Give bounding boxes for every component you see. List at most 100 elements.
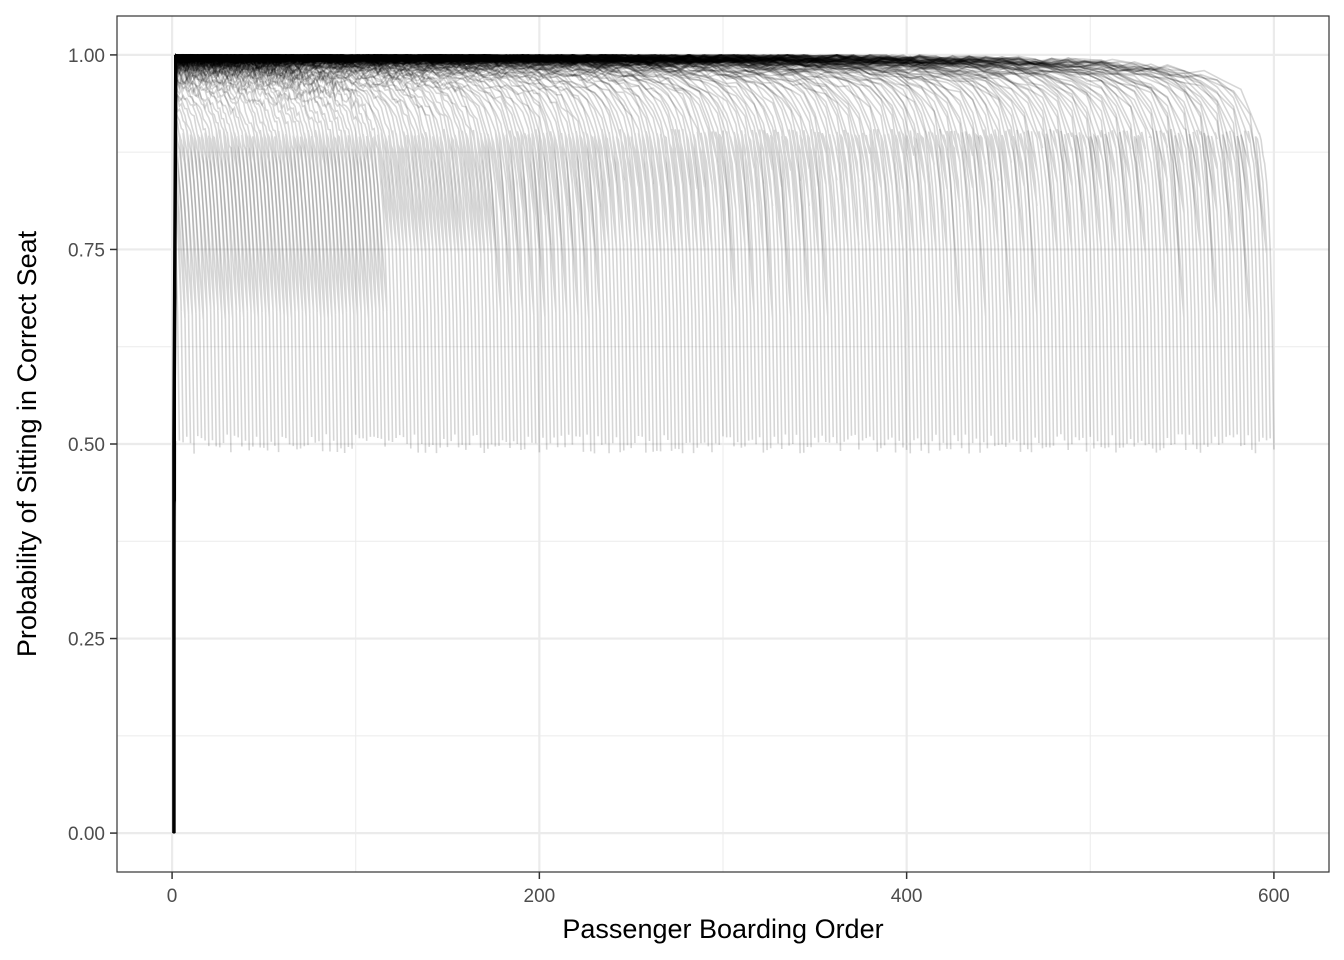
curve-n-222 — [173, 53, 581, 834]
curve-n-338 — [173, 53, 794, 834]
curve-n-148 — [173, 54, 445, 834]
x-tick-label: 400 — [891, 886, 923, 907]
curve-n-128 — [173, 56, 408, 834]
curve-n-582 — [173, 54, 1242, 834]
curve-n-316 — [173, 53, 754, 834]
major-gridlines — [117, 16, 1329, 872]
y-axis-ticks: 0.00 0.25 0.50 0.75 1.00 — [68, 46, 117, 845]
curve-n-248 — [173, 54, 629, 834]
curve-n-418 — [173, 53, 941, 834]
curve-n-108 — [173, 57, 372, 834]
curve-n-8 — [173, 152, 188, 834]
curve-n-572 — [173, 54, 1224, 834]
curve-n-64 — [173, 61, 291, 834]
curve-n-144 — [173, 54, 438, 834]
curve-n-384 — [173, 53, 879, 834]
curve-n-536 — [173, 54, 1158, 834]
curve-n-444 — [173, 54, 989, 834]
curve-n-244 — [173, 53, 621, 834]
curve-n-184 — [173, 54, 511, 834]
curve-n-284 — [173, 54, 695, 834]
curve-n-30 — [173, 77, 228, 834]
curve-n-470 — [173, 54, 1036, 834]
curve-n-312 — [173, 54, 746, 834]
curve-n-476 — [173, 54, 1047, 834]
curve-n-268 — [173, 53, 665, 834]
curve-n-556 — [173, 54, 1194, 834]
curve-n-336 — [173, 53, 790, 834]
curve-n-166 — [173, 54, 478, 834]
y-tick-label: 1.00 — [68, 46, 105, 67]
curve-n-584 — [173, 54, 1246, 834]
curve-n-304 — [173, 54, 732, 834]
curve-n-66 — [173, 61, 295, 834]
curve-n-212 — [173, 53, 563, 834]
curve-n-406 — [173, 53, 919, 834]
curve-n-356 — [173, 54, 827, 834]
curve-n-126 — [173, 56, 405, 834]
curve-n-320 — [173, 53, 761, 834]
curve-n-14 — [173, 112, 199, 834]
curve-n-256 — [173, 53, 643, 834]
curve-n-44 — [173, 68, 254, 834]
curve-n-494 — [173, 54, 1081, 834]
curve-n-24 — [173, 85, 217, 834]
curve-n-290 — [173, 54, 706, 834]
curve-n-308 — [173, 53, 739, 834]
curve-n-346 — [173, 54, 809, 834]
curve-n-588 — [173, 54, 1253, 834]
curve-n-486 — [173, 54, 1066, 834]
curve-n-272 — [173, 53, 673, 834]
curve-n-56 — [173, 63, 276, 834]
curve-n-20 — [173, 93, 210, 834]
curve-n-88 — [173, 57, 335, 834]
curve-n-502 — [173, 53, 1095, 834]
curve-n-446 — [173, 54, 992, 834]
curve-n-504 — [173, 53, 1099, 834]
curve-n-462 — [173, 53, 1022, 834]
curve-n-520 — [173, 54, 1128, 834]
curve-n-512 — [173, 54, 1114, 834]
curve-n-370 — [173, 54, 853, 834]
curve-n-138 — [173, 56, 427, 834]
curve-n-330 — [173, 53, 779, 834]
curve-n-124 — [173, 55, 401, 834]
curve-n-238 — [173, 54, 610, 834]
curve-n-580 — [173, 54, 1238, 834]
curve-n-168 — [173, 54, 482, 834]
curve-n-164 — [173, 55, 475, 834]
curve-n-38 — [173, 71, 243, 834]
curve-n-506 — [173, 54, 1103, 834]
curve-n-274 — [173, 53, 677, 834]
curve-n-120 — [173, 56, 394, 834]
curve-n-208 — [173, 54, 555, 834]
curve-n-440 — [173, 54, 981, 834]
curve-n-318 — [173, 54, 757, 834]
curve-n-546 — [173, 54, 1176, 834]
curve-n-386 — [173, 54, 882, 834]
curve-n-190 — [173, 54, 522, 834]
curve-n-492 — [173, 53, 1077, 834]
curve-n-226 — [173, 53, 588, 834]
curve-n-48 — [173, 66, 261, 834]
curve-n-498 — [173, 54, 1088, 834]
curve-n-380 — [173, 53, 871, 834]
curve-n-566 — [173, 54, 1213, 834]
curve-n-206 — [173, 53, 552, 834]
curve-n-420 — [173, 54, 945, 834]
y-tick-label: 0.50 — [68, 435, 105, 456]
curve-n-414 — [173, 54, 934, 834]
curve-n-578 — [173, 53, 1235, 834]
curve-n-294 — [173, 53, 713, 834]
curve-n-254 — [173, 53, 640, 834]
curve-n-170 — [173, 54, 486, 834]
curve-n-292 — [173, 53, 710, 834]
curve-n-596 — [173, 54, 1268, 834]
curve-n-480 — [173, 54, 1055, 834]
curve-n-306 — [173, 54, 735, 834]
curve-n-86 — [173, 58, 331, 834]
curve-n-280 — [173, 54, 688, 834]
curve-n-10 — [173, 128, 192, 834]
curve-n-162 — [173, 54, 471, 834]
curve-n-40 — [173, 71, 247, 834]
